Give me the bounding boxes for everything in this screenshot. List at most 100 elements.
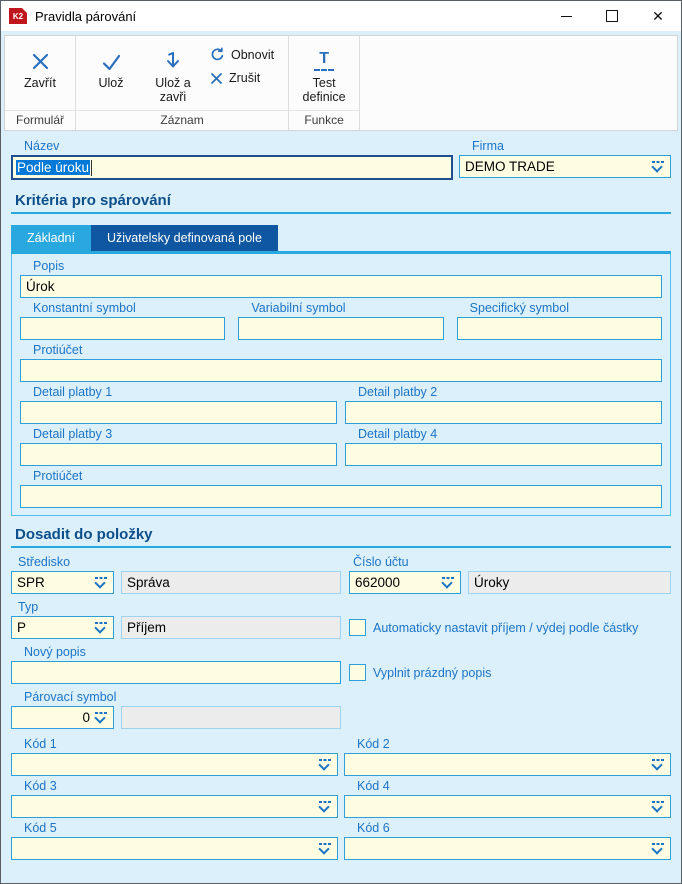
firma-label: Firma [472, 139, 504, 153]
detail-platby-2-label: Detail platby 2 [358, 385, 438, 399]
tab-uzivatelsky-definovana-pole[interactable]: Uživatelsky definovaná pole [90, 225, 278, 251]
uloz-button[interactable]: Ulož [80, 38, 142, 110]
typ-row: Typ P Příjem Automaticky nastavit příjem… [11, 600, 671, 639]
konstantni-symbol-label: Konstantní symbol [33, 301, 136, 315]
specificky-symbol-input[interactable] [456, 317, 662, 340]
kod-3-label: Kód 3 [24, 779, 57, 793]
dropdown-icon[interactable] [317, 842, 332, 856]
k2-app-icon: K2 [9, 8, 27, 24]
nazev-input[interactable]: Podle úroku [11, 155, 453, 180]
group-label-funkce: Funkce [289, 110, 360, 130]
typ-label: Typ [18, 600, 39, 614]
novy-popis-input[interactable] [11, 661, 341, 684]
form-area: Název Podle úroku Firma DEMO TRADE Krité… [1, 131, 681, 883]
stredisko-label: Středisko [18, 555, 71, 569]
dropdown-icon[interactable] [650, 758, 665, 772]
zrusit-label: Zrušit [229, 71, 261, 85]
maximize-icon [606, 10, 618, 22]
popis-input[interactable]: Úrok [20, 275, 662, 298]
kod-3-combo[interactable] [11, 795, 338, 818]
kod-4-combo[interactable] [344, 795, 671, 818]
text-caret [91, 159, 93, 176]
kod-6-combo[interactable] [344, 837, 671, 860]
minimize-button[interactable] [543, 1, 589, 31]
kod-2-combo[interactable] [344, 753, 671, 776]
dropdown-icon[interactable] [93, 576, 108, 590]
uloz-a-zavri-label: Ulož a zavři [155, 76, 191, 105]
zaznam-small-buttons: Obnovit Zrušit [204, 38, 284, 110]
popis-label: Popis [33, 259, 65, 273]
parovaci-symbol-value: 0 [82, 710, 90, 725]
protiucet-2-input[interactable] [20, 485, 662, 508]
dropdown-icon[interactable] [317, 758, 332, 772]
tab-zakladni[interactable]: Základní [11, 225, 91, 251]
zrusit-button[interactable]: Zrušit [210, 71, 274, 85]
typ-combo[interactable]: P [11, 616, 114, 639]
dosadit-rule [11, 546, 671, 548]
novy-popis-label: Nový popis [24, 645, 86, 659]
group-label-zaznam: Záznam [76, 110, 289, 130]
close-x-icon [31, 43, 50, 71]
tabs-rule [11, 251, 671, 254]
dosadit-heading: Dosadit do položky [15, 526, 153, 543]
parovaci-symbol-label: Párovací symbol [24, 690, 117, 704]
dropdown-icon[interactable] [650, 160, 665, 174]
variabilni-symbol-input[interactable] [238, 317, 444, 340]
specificky-symbol-label: Specifický symbol [469, 301, 569, 315]
obnovit-button[interactable]: Obnovit [210, 47, 274, 62]
maximize-button[interactable] [589, 1, 635, 31]
close-button[interactable]: ✕ [635, 1, 681, 31]
uloz-label: Ulož [98, 76, 124, 90]
close-icon: ✕ [652, 8, 664, 24]
novy-popis-row: Nový popis Vyplnit prázdný popis [11, 645, 671, 684]
parovaci-symbol-combo[interactable]: 0 [11, 706, 114, 729]
dropdown-icon[interactable] [650, 842, 665, 856]
uloz-a-zavri-button[interactable]: Ulož a zavři [142, 38, 204, 110]
kod-5-combo[interactable] [11, 837, 338, 860]
ribbon-group-formular: Zavřít Formulář [5, 36, 76, 130]
auto-prijem-vydej-checkbox[interactable] [349, 619, 366, 636]
cislo-uctu-label: Číslo účtu [353, 555, 409, 569]
minimize-icon [560, 15, 572, 17]
popis-value: Úrok [26, 279, 55, 294]
firma-combo[interactable]: DEMO TRADE [459, 155, 671, 178]
kod-6-label: Kód 6 [357, 821, 390, 835]
title-bar[interactable]: K2 Pravidla párování ✕ [1, 1, 681, 31]
zavrit-button[interactable]: Zavřít [9, 38, 71, 110]
protiucet-1-label: Protiúčet [33, 343, 83, 357]
window-title: Pravidla párování [35, 8, 137, 24]
stredisko-description: Správa [121, 571, 341, 594]
detail-platby-3-label: Detail platby 3 [33, 427, 113, 441]
typ-value: P [17, 620, 27, 635]
kod-1-label: Kód 1 [24, 737, 57, 751]
ribbon-group-funkce: T Test definice Funkce [289, 36, 361, 130]
protiucet-2-label: Protiúčet [33, 469, 83, 483]
detail-platby-4-label: Detail platby 4 [358, 427, 438, 441]
dropdown-icon[interactable] [317, 800, 332, 814]
protiucet-1-input[interactable] [20, 359, 662, 382]
stredisko-combo[interactable]: SPR [11, 571, 114, 594]
nazev-value: Podle úroku [16, 160, 91, 175]
detail-platby-1-input[interactable] [20, 401, 337, 424]
detail-platby-2-input[interactable] [345, 401, 662, 424]
detail-platby-3-input[interactable] [20, 443, 337, 466]
stredisko-ucet-row: Středisko SPR Správa Číslo účtu 662000 [11, 555, 671, 594]
stredisko-value: SPR [17, 575, 45, 590]
kriteria-heading: Kritéria pro spárování [15, 192, 171, 209]
vyplnit-prazdny-popis-checkbox[interactable] [349, 664, 366, 681]
dropdown-icon[interactable] [93, 621, 108, 635]
dropdown-icon[interactable] [650, 800, 665, 814]
dropdown-icon[interactable] [93, 711, 108, 725]
detail-platby-4-input[interactable] [345, 443, 662, 466]
kod-4-label: Kód 4 [357, 779, 390, 793]
kod-5-label: Kód 5 [24, 821, 57, 835]
kod-1-combo[interactable] [11, 753, 338, 776]
cislo-uctu-combo[interactable]: 662000 [349, 571, 461, 594]
test-definition-icon: T [314, 43, 334, 71]
typ-description: Příjem [121, 616, 341, 639]
test-definice-button[interactable]: T Test definice [293, 38, 355, 110]
dropdown-icon[interactable] [440, 576, 455, 590]
konstantni-symbol-input[interactable] [20, 317, 226, 340]
auto-prijem-vydej-label: Automaticky nastavit příjem / výdej podl… [373, 620, 639, 635]
test-definice-label: Test definice [302, 76, 346, 105]
